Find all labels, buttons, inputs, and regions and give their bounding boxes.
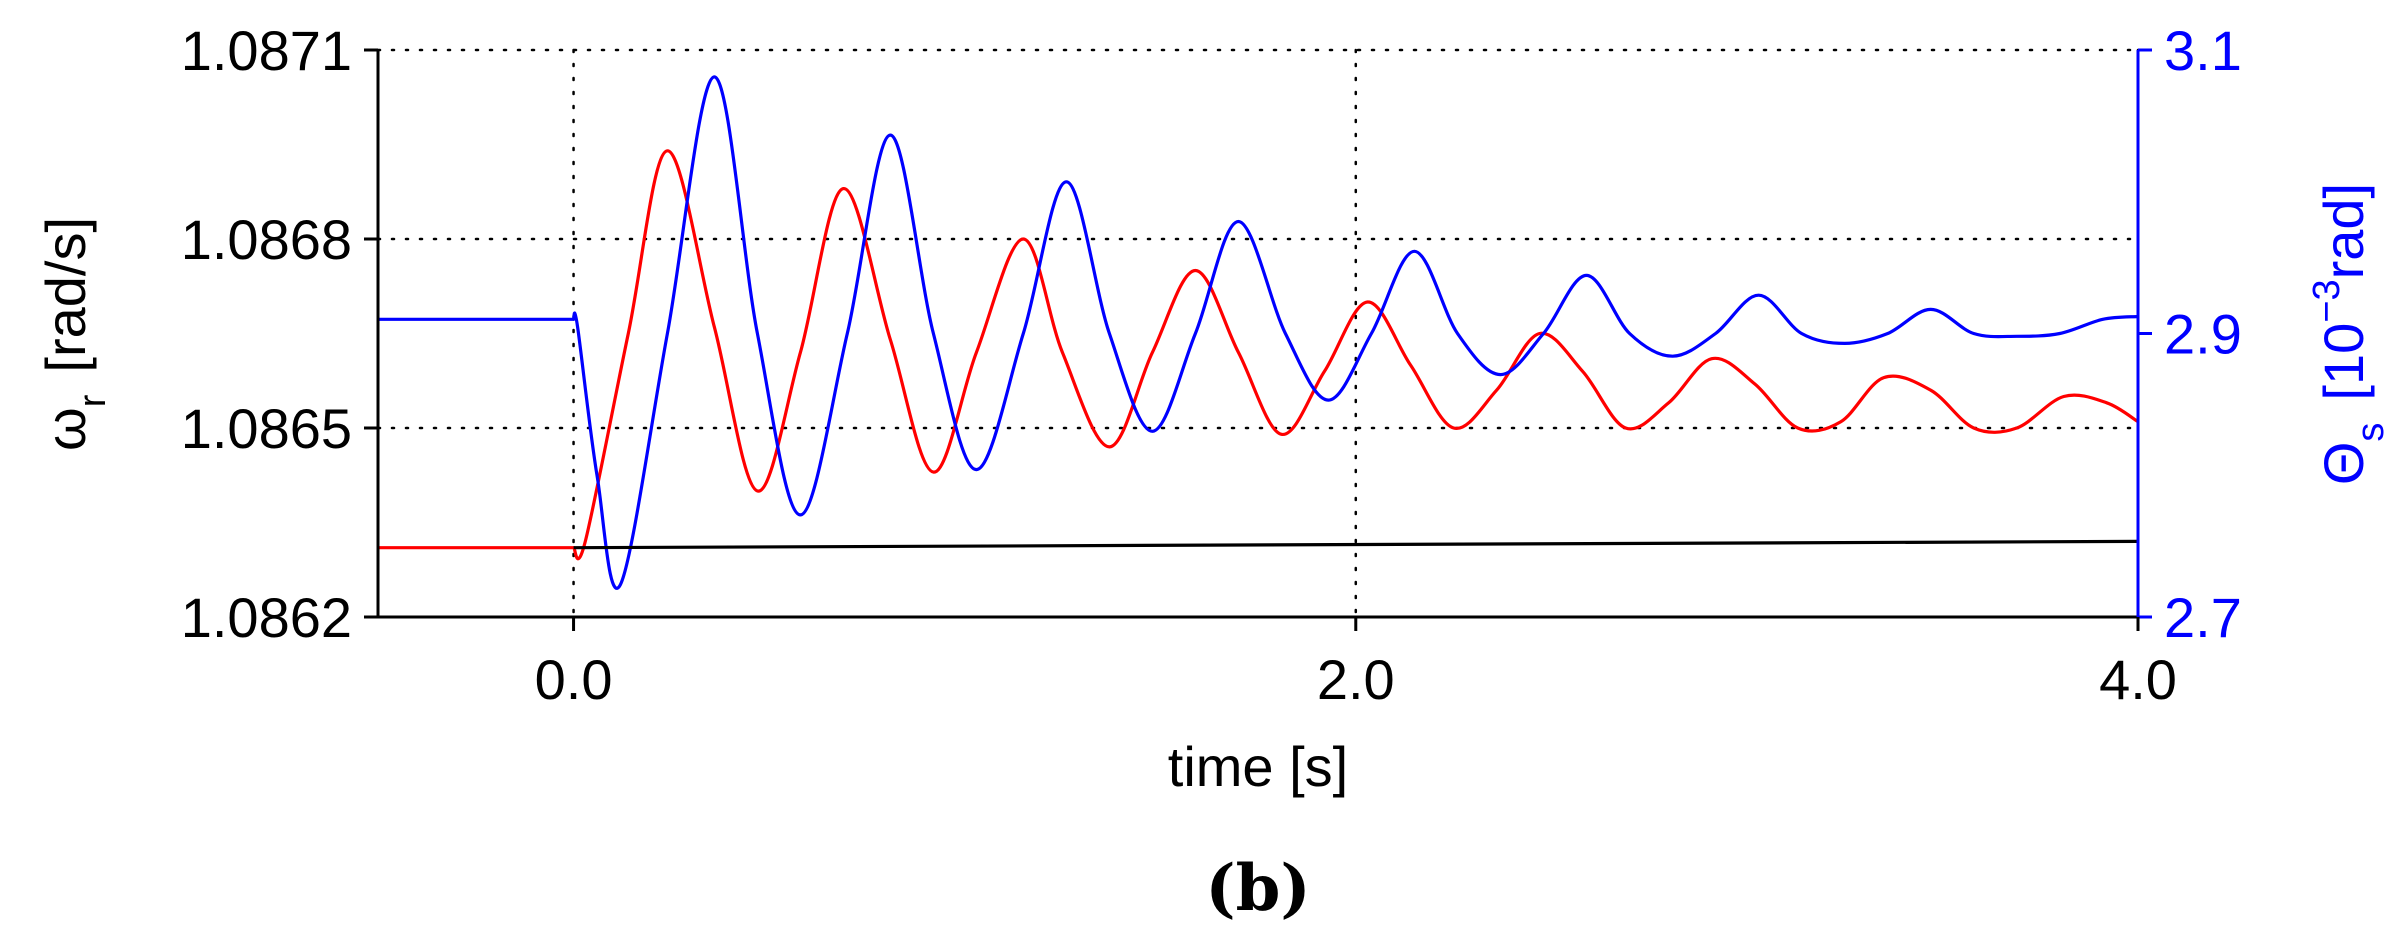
left-axis-label: ωr [rad/s] [34, 217, 114, 451]
left-axis-tick-label: 1.0865 [181, 397, 352, 460]
series-black-line [573, 539, 2139, 550]
left-axis-label-symbol: ω [34, 407, 97, 451]
left-axis-tick-label: 1.0862 [181, 586, 352, 649]
grid-layer [376, 48, 2140, 619]
right-axis-tick-label: 2.7 [2164, 586, 2242, 649]
right-axis-label-subscript: s [2350, 423, 2392, 442]
left-axis-label-subscript: r [72, 394, 114, 407]
right-axis-tick-label: 2.9 [2164, 303, 2242, 366]
right-axis-label-symbol: Θ [2312, 442, 2375, 486]
series-layer [378, 75, 2139, 590]
left-axis-tick-label: 1.0871 [181, 19, 352, 82]
right-axis-label-unit-pre: [10 [2312, 323, 2375, 401]
right-axis-label-unit-sup: −3 [2306, 279, 2348, 322]
left-axis-label-unit: [rad/s] [34, 217, 97, 373]
series-blue-line [378, 75, 2139, 590]
x-axis-tick-label: 4.0 [2099, 648, 2177, 711]
x-axis-label: time [s] [1168, 735, 1348, 798]
right-axis-label-unit-post: rad] [2312, 183, 2375, 280]
right-axis-tick-label: 3.1 [2164, 19, 2242, 82]
x-axis-tick-label: 0.0 [535, 648, 613, 711]
axes-layer [376, 50, 2140, 619]
series-red-line [378, 149, 2139, 561]
left-axis-tick-label: 1.0868 [181, 208, 352, 271]
tick-layer: 1.0862 1.0865 1.0868 1.0871 2.7 2.9 3.1 0.0 2.0 4… [181, 19, 2242, 711]
right-axis-label: Θs [10−3rad] [2306, 183, 2392, 485]
panel-label: (b) [1205, 851, 1310, 926]
x-axis-tick-label: 2.0 [1317, 648, 1395, 711]
